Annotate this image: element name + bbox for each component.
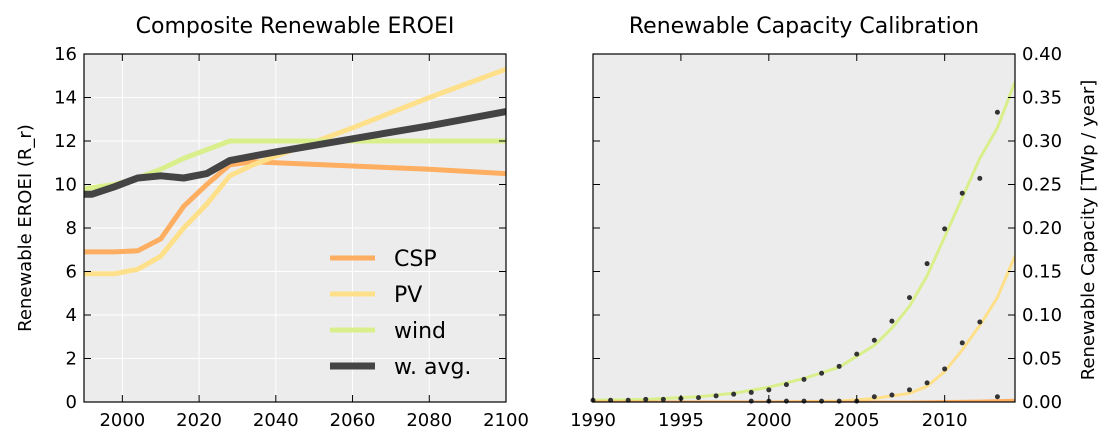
capacity-data-point bbox=[977, 175, 983, 181]
eroei-chart-title: Composite Renewable EROEI bbox=[136, 14, 455, 39]
eroei-y-tick-label: 8 bbox=[66, 218, 77, 239]
capacity-data-point bbox=[959, 190, 965, 196]
capacity-y-tick-label: 0.05 bbox=[1022, 349, 1062, 370]
capacity-x-tick-label: 1990 bbox=[570, 410, 616, 431]
capacity-data-point bbox=[907, 295, 912, 301]
legend-label: CSP bbox=[394, 247, 437, 272]
capacity-y-tick-label: 0.10 bbox=[1022, 305, 1062, 326]
eroei-y-tick-label: 2 bbox=[66, 349, 77, 370]
legend-label: PV bbox=[394, 283, 422, 308]
eroei-line-csp bbox=[84, 159, 506, 255]
capacity-y-tick-label: 0.30 bbox=[1022, 131, 1062, 152]
capacity-y-axis-label: Renewable Capacity [TWp / year] bbox=[1078, 80, 1099, 381]
capacity-data-point bbox=[994, 109, 1000, 115]
eroei-line-w-avg bbox=[84, 108, 506, 198]
capacity-y-tick-label: 0.35 bbox=[1022, 88, 1062, 109]
capacity-x-tick-label: 1995 bbox=[658, 410, 704, 431]
eroei-x-tick-label: 2100 bbox=[483, 410, 529, 431]
capacity-data-point bbox=[801, 376, 807, 382]
eroei-y-tick-label: 10 bbox=[54, 175, 77, 196]
capacity-data-point bbox=[696, 395, 701, 401]
eroei-y-tick-label: 14 bbox=[54, 88, 77, 109]
capacity-data-point bbox=[801, 398, 807, 404]
capacity-y-tick-label: 0.15 bbox=[1022, 262, 1062, 283]
capacity-y-tick-label: 0.25 bbox=[1022, 175, 1062, 196]
eroei-legend: CSP PV wind w. avg. bbox=[330, 247, 471, 380]
capacity-data-point bbox=[731, 391, 737, 397]
eroei-y-tick-label: 6 bbox=[66, 262, 77, 283]
capacity-data-point bbox=[643, 396, 649, 402]
eroei-series-group bbox=[84, 66, 506, 277]
eroei-y-axis-label: Renewable EROEI (R_r) bbox=[15, 124, 36, 332]
capacity-data-point bbox=[907, 387, 912, 393]
eroei-ticks: 2000 2020 2040 2060 2080 2100 0 2 4 6 8 10 12 14 16 bbox=[54, 44, 529, 431]
capacity-data-point bbox=[748, 398, 754, 404]
capacity-data-point bbox=[942, 226, 948, 232]
capacity-data-point bbox=[766, 387, 772, 393]
eroei-y-tick-label: 16 bbox=[54, 44, 77, 65]
capacity-data-point bbox=[959, 340, 965, 346]
capacity-data-point bbox=[977, 319, 983, 325]
capacity-plot-area bbox=[593, 54, 1015, 402]
capacity-data-point bbox=[783, 382, 789, 388]
capacity-chart-title: Renewable Capacity Calibration bbox=[629, 14, 979, 39]
capacity-data-point bbox=[871, 394, 877, 400]
capacity-data-point bbox=[889, 392, 895, 398]
capacity-x-tick-label: 2005 bbox=[834, 410, 880, 431]
eroei-x-tick-label: 2080 bbox=[406, 410, 452, 431]
capacity-x-tick-label: 2000 bbox=[746, 410, 792, 431]
capacity-y-tick-label: 0.00 bbox=[1022, 392, 1062, 413]
eroei-x-tick-label: 2020 bbox=[176, 410, 222, 431]
capacity-x-tick-label: 2010 bbox=[922, 410, 968, 431]
capacity-data-point bbox=[783, 398, 789, 404]
capacity-data-point bbox=[836, 398, 842, 404]
capacity-y-tick-label: 0.20 bbox=[1022, 218, 1062, 239]
eroei-y-tick-label: 12 bbox=[54, 131, 77, 152]
capacity-data-point bbox=[924, 261, 930, 267]
capacity-data-point bbox=[942, 366, 948, 372]
eroei-y-tick-label: 4 bbox=[66, 305, 77, 326]
capacity-ticks: 1990 1995 2000 2005 2010 0.00 0.05 0.10 0.15 0.20… bbox=[570, 44, 1062, 431]
eroei-x-tick-label: 2000 bbox=[99, 410, 145, 431]
capacity-data-point bbox=[660, 396, 666, 402]
capacity-data-point bbox=[713, 393, 719, 399]
capacity-data-point bbox=[871, 337, 877, 343]
legend-label: wind bbox=[394, 319, 446, 344]
capacity-data-point bbox=[924, 380, 930, 386]
capacity-data-point bbox=[748, 389, 754, 395]
capacity-data-point bbox=[854, 351, 860, 357]
capacity-data-point bbox=[836, 363, 842, 369]
eroei-x-tick-label: 2060 bbox=[330, 410, 376, 431]
legend-label: w. avg. bbox=[394, 355, 471, 380]
capacity-data-point bbox=[819, 370, 825, 376]
capacity-chart: 1990 1995 2000 2005 2010 0.00 0.05 0.10 0.15 0.20… bbox=[570, 14, 1099, 431]
eroei-chart: 2000 2020 2040 2060 2080 2100 0 2 4 6 8 10 12 14 16 Co… bbox=[15, 14, 529, 431]
capacity-data-point bbox=[889, 318, 895, 324]
capacity-data-point bbox=[819, 398, 825, 404]
capacity-data-point bbox=[994, 394, 1000, 400]
eroei-y-tick-label: 0 bbox=[66, 392, 77, 413]
eroei-line-pv bbox=[84, 66, 506, 277]
capacity-y-tick-label: 0.40 bbox=[1022, 44, 1062, 65]
eroei-x-tick-label: 2040 bbox=[253, 410, 299, 431]
